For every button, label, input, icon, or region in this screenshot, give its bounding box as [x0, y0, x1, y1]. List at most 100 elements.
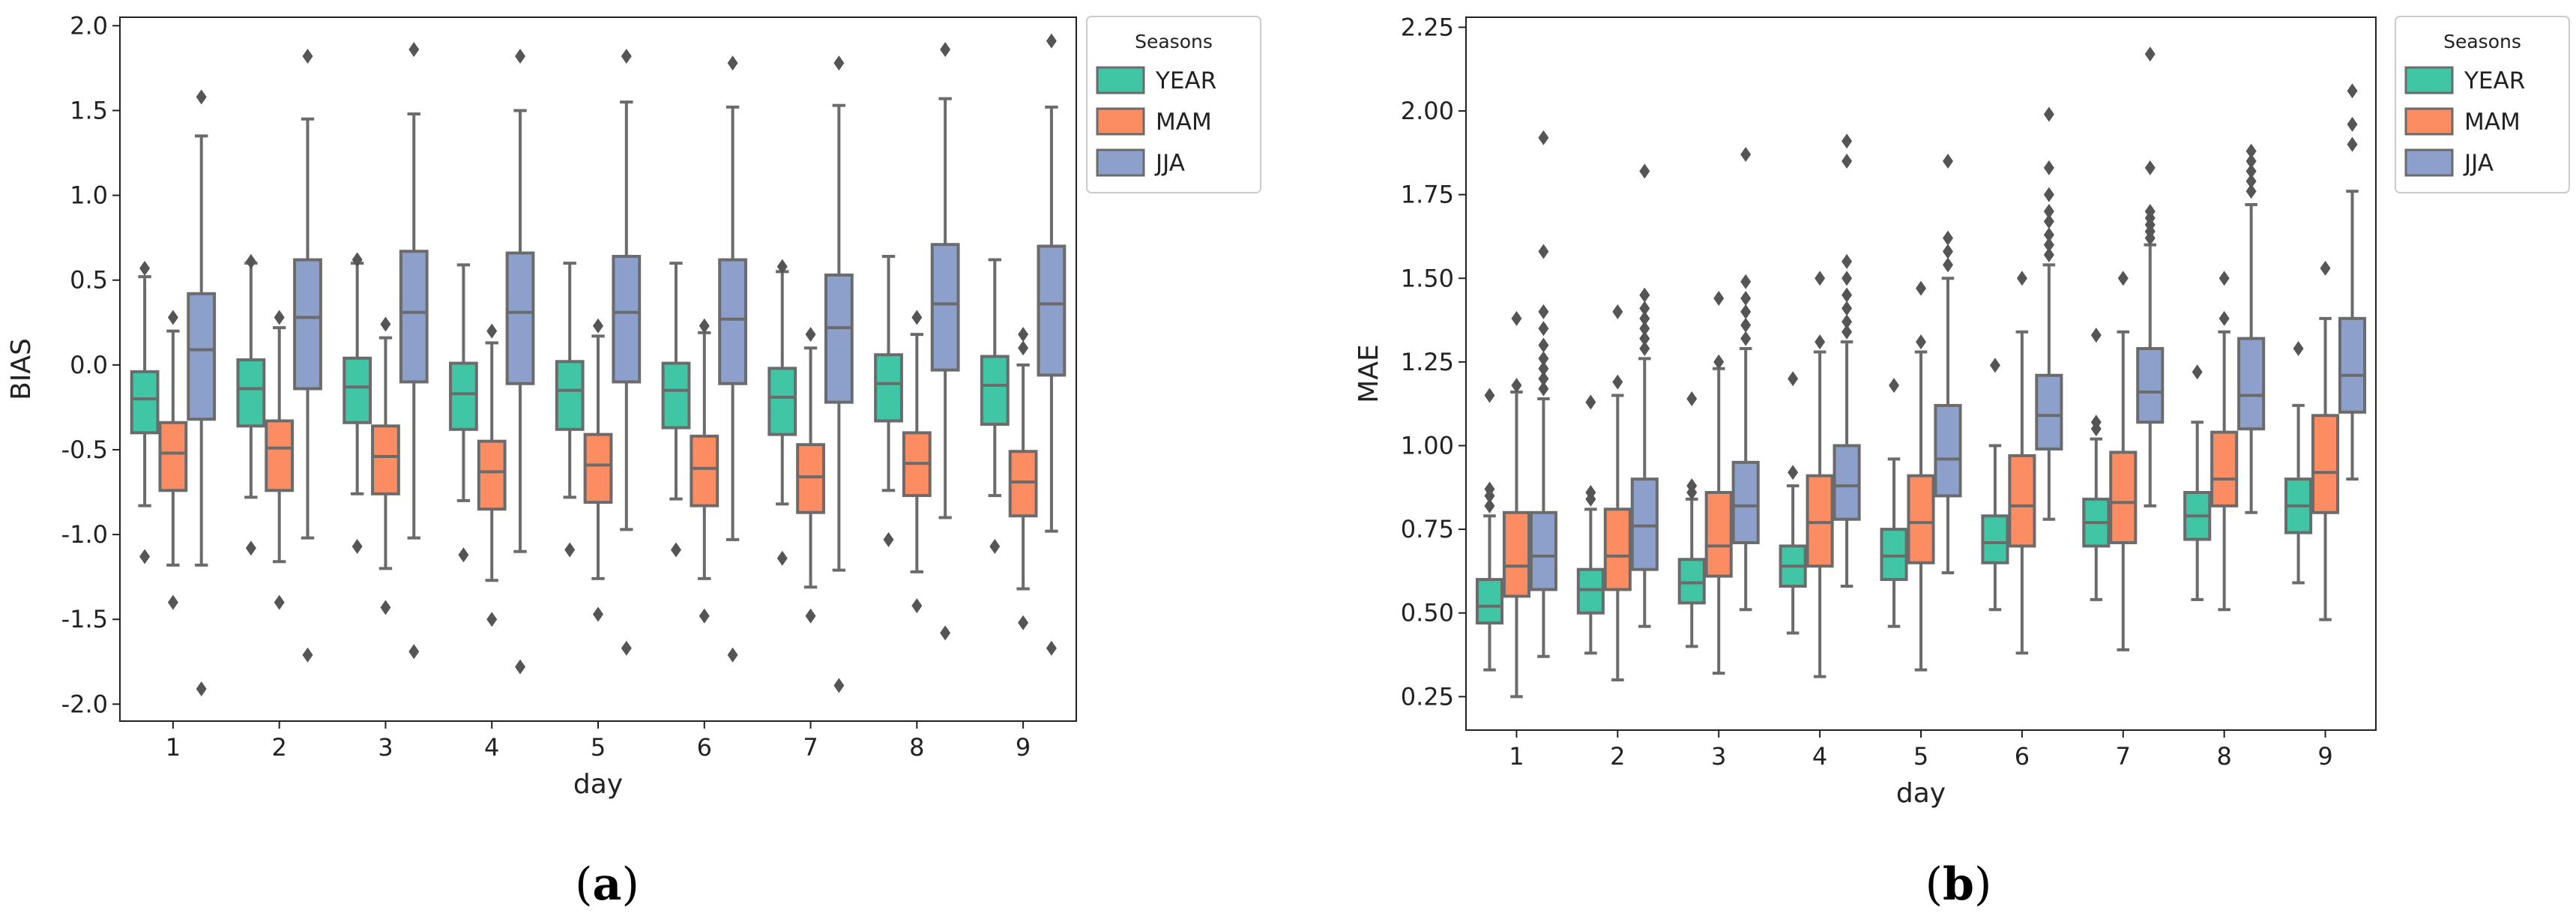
panel-label-a: (a)	[575, 858, 639, 911]
outlier-point	[486, 612, 498, 627]
outlier-point	[911, 310, 923, 325]
x-tick-label: 5	[591, 733, 606, 762]
outlier-point	[486, 323, 498, 339]
box-iqr	[690, 434, 720, 507]
chart-mae: 0.25 0.50 0.75 1.00 1.25 1.50 1.75 2.00 2.25 1 2 3…	[1354, 13, 2570, 809]
outlier-point	[2043, 203, 2054, 219]
box-iqr	[2311, 414, 2340, 514]
outlier-point	[1046, 33, 1057, 49]
legend-entry-year: YEAR	[2464, 67, 2525, 94]
outlier-point	[1018, 615, 1029, 630]
outlier-point	[2245, 184, 2257, 199]
box-iqr	[371, 424, 400, 495]
outlier-point	[805, 327, 816, 343]
legend-box	[1086, 16, 1261, 193]
outlier-point	[1538, 130, 1549, 145]
outlier-point	[2043, 214, 2054, 229]
box-mam-day-4	[477, 323, 507, 627]
outlier-point	[940, 625, 951, 641]
outlier-point	[1740, 317, 1752, 333]
box-year-day-7	[767, 259, 797, 566]
outlier-point	[1916, 280, 1926, 296]
box-iqr	[2109, 451, 2138, 544]
outlier-point	[776, 259, 788, 274]
box-jja-day-1	[187, 89, 217, 697]
box-iqr	[2136, 347, 2165, 424]
box-jja-day-3	[399, 41, 429, 660]
x-tick-label: 2	[1610, 742, 1625, 771]
box-jja-day-6	[2035, 106, 2063, 521]
outlier-point	[1713, 291, 1725, 307]
box-year-day-2	[1576, 394, 1605, 655]
legend-swatch-mam	[2404, 107, 2454, 136]
outlier-point	[2043, 187, 2054, 202]
legend-title: Seasons	[2443, 31, 2521, 52]
box-iqr	[343, 356, 372, 424]
outlier-point	[1538, 361, 1549, 376]
outlier-point	[2347, 136, 2358, 152]
x-tick-label: 2	[271, 733, 286, 762]
outlier-point	[2043, 237, 2054, 253]
box-jja-day-6	[718, 55, 747, 663]
box-jja-day-1	[1529, 130, 1557, 658]
outlier-point	[805, 608, 816, 624]
outlier-point	[302, 49, 313, 64]
box-iqr	[661, 361, 691, 430]
panel-a-letter: a	[593, 858, 622, 911]
box-iqr	[874, 353, 903, 423]
outlier-point	[1612, 304, 1623, 319]
box-iqr	[1576, 567, 1605, 615]
outlier-point	[2218, 310, 2230, 326]
outlier-point	[352, 538, 363, 554]
outlier-point	[1942, 257, 1953, 273]
outlier-point	[1815, 271, 1826, 286]
outlier-point	[1942, 153, 1953, 169]
box-iqr	[1934, 403, 1962, 498]
box-year-day-4	[449, 263, 478, 563]
box-iqr	[2338, 316, 2367, 414]
outlier-point	[2043, 247, 2054, 262]
outlier-point	[699, 608, 710, 624]
box-mam-day-3	[1704, 291, 1733, 675]
box-iqr	[477, 439, 507, 511]
outlier-point	[1740, 147, 1752, 163]
outlier-point	[727, 55, 738, 71]
outlier-point	[1686, 391, 1698, 406]
outlier-point	[1841, 271, 1853, 286]
outlier-point	[1484, 388, 1495, 403]
outlier-point	[2144, 160, 2156, 175]
legend-entry-jja: JJA	[1154, 150, 1185, 177]
outlier-point	[1740, 291, 1752, 307]
outlier-point	[1538, 381, 1549, 397]
outlier-point	[1511, 378, 1522, 394]
box-iqr	[1008, 450, 1038, 518]
outlier-point	[1585, 485, 1596, 500]
outlier-point	[1639, 163, 1650, 179]
outlier-point	[1538, 371, 1549, 387]
box-jja-day-9	[2338, 83, 2367, 481]
outlier-point	[2245, 153, 2257, 169]
outlier-point	[2016, 271, 2027, 286]
outlier-point	[1538, 304, 1549, 319]
outlier-point	[2320, 260, 2331, 276]
box-iqr	[1475, 578, 1504, 625]
y-tick-label: 1.00	[1401, 431, 1454, 459]
box-iqr	[796, 443, 825, 514]
box-mam-day-6	[690, 318, 720, 624]
box-year-day-3	[343, 252, 372, 554]
outlier-point	[2090, 415, 2102, 430]
outlier-point	[2043, 160, 2054, 175]
box-mam-day-6	[2008, 271, 2036, 655]
outlier-point	[458, 547, 469, 563]
outlier-point	[1538, 321, 1549, 337]
outlier-point	[196, 89, 207, 105]
x-tick-label: 1	[1509, 742, 1524, 771]
outlier-point	[2117, 271, 2129, 286]
outlier-point	[167, 310, 178, 325]
box-year-day-8	[2183, 364, 2212, 601]
box-iqr	[187, 292, 217, 421]
box-mam-day-2	[1603, 304, 1632, 682]
box-jja-day-8	[930, 41, 960, 641]
outlier-point	[1916, 334, 1926, 350]
outlier-point	[515, 659, 526, 675]
